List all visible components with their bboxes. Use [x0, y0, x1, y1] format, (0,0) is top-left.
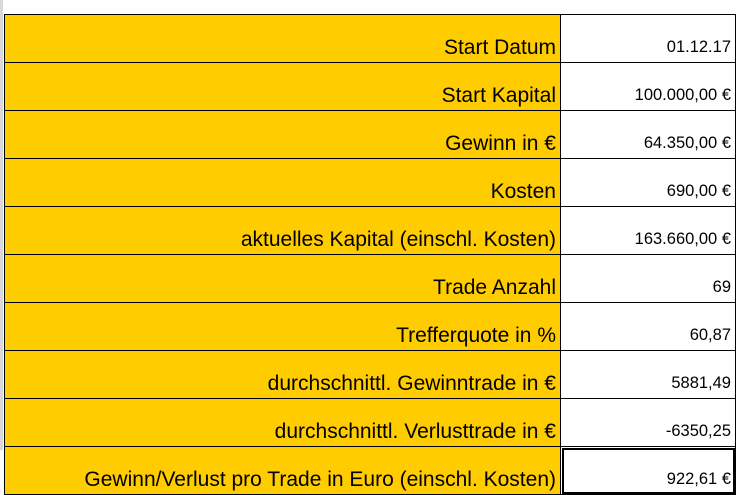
table-row: aktuelles Kapital (einschl. Kosten) 163.6… [4, 206, 736, 255]
label-cell[interactable]: Gewinn in € [4, 110, 561, 159]
label-cell[interactable]: Trade Anzahl [4, 254, 561, 303]
label-cell[interactable]: durchschnittl. Verlusttrade in € [4, 398, 561, 447]
label-cell[interactable]: Kosten [4, 158, 561, 207]
value-cell[interactable]: -6350,25 [560, 398, 736, 447]
value-cell[interactable]: 163.660,00 € [560, 206, 736, 255]
summary-table: Start Datum 01.12.17 Start Kapital 100.000,… [4, 14, 736, 495]
table-row: Trefferquote in % 60,87 [4, 302, 736, 351]
table-row: durchschnittl. Gewinntrade in €5881,49 [4, 350, 736, 399]
value-cell[interactable]: 60,87 [560, 302, 736, 351]
label-cell[interactable]: Trefferquote in % [4, 302, 561, 351]
table-row: Gewinn in €64.350,00 € [4, 110, 736, 159]
table-row: Kosten 690,00 € [4, 158, 736, 207]
label-cell[interactable]: Gewinn/Verlust pro Trade in Euro (einsch… [4, 446, 561, 495]
label-cell[interactable]: aktuelles Kapital (einschl. Kosten) [4, 206, 561, 255]
table-row: Start Datum 01.12.17 [4, 14, 736, 63]
table-row: durchschnittl. Verlusttrade in € -6350,25 [4, 398, 736, 447]
table-row: Gewinn/Verlust pro Trade in Euro (einsch… [4, 446, 736, 495]
sheet-edge [0, 0, 3, 450]
value-cell[interactable]: 922,61 € [560, 446, 736, 495]
label-cell[interactable]: Start Kapital [4, 62, 561, 111]
table-row: Trade Anzahl 69 [4, 254, 736, 303]
label-cell[interactable]: Start Datum [4, 14, 561, 63]
table-row: Start Kapital 100.000,00 € [4, 62, 736, 111]
value-cell[interactable]: 64.350,00 € [560, 110, 736, 159]
value-cell[interactable]: 5881,49 [560, 350, 736, 399]
value-cell[interactable]: 690,00 € [560, 158, 736, 207]
value-cell[interactable]: 100.000,00 € [560, 62, 736, 111]
value-cell[interactable]: 69 [560, 254, 736, 303]
label-cell[interactable]: durchschnittl. Gewinntrade in € [4, 350, 561, 399]
value-cell[interactable]: 01.12.17 [560, 14, 736, 63]
